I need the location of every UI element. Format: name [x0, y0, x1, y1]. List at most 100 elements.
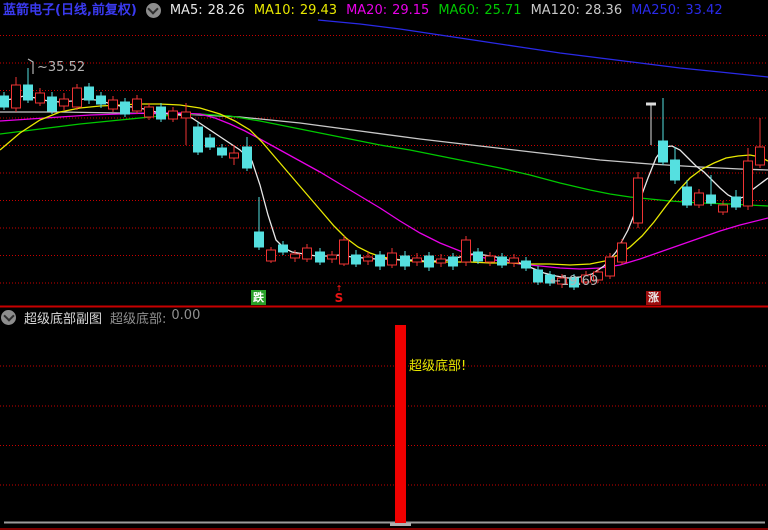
- candle-body: [108, 99, 118, 110]
- candle-body: [132, 98, 142, 112]
- ma5-value: 28.26: [207, 2, 245, 18]
- signal-bar: [395, 325, 406, 523]
- candle-body: [755, 146, 765, 166]
- ma10-legend: MA10: 29.43: [254, 1, 337, 21]
- candle-body: [59, 98, 69, 107]
- candle-body: [509, 257, 519, 264]
- candle-body: [266, 249, 276, 262]
- candle-body: [11, 84, 21, 109]
- ma-line-MA10: [0, 103, 768, 266]
- candle-body: [351, 254, 361, 265]
- candle-body: [229, 152, 239, 159]
- candle-body: [278, 244, 288, 253]
- chevron-down-icon: [147, 3, 159, 15]
- ma-line-MA250: [317, 19, 768, 78]
- candle-body: [557, 277, 567, 285]
- candle-body: [363, 256, 373, 262]
- candle-body: [290, 253, 300, 259]
- candle-body: [96, 95, 106, 105]
- ma5-label: MA5:: [169, 2, 203, 18]
- high-price-label: ~35.52: [37, 60, 86, 75]
- up-signal-badge: 涨: [646, 291, 661, 305]
- ma20-legend: MA20: 29.15: [346, 1, 429, 21]
- candle-body: [485, 255, 495, 263]
- candle-body: [731, 196, 741, 208]
- ma5-legend: MA5: 28.26: [170, 1, 245, 21]
- ma20-value: 29.15: [392, 2, 430, 18]
- candle-body: [658, 140, 668, 163]
- candle-body: [718, 204, 728, 213]
- ma60-label: MA60:: [438, 2, 480, 18]
- candle-body: [400, 255, 410, 267]
- candle-body: [327, 254, 337, 260]
- ma60-value: 25.71: [484, 2, 522, 18]
- candle-body: [205, 137, 215, 148]
- candle-body: [633, 177, 643, 224]
- ma10-value: 29.43: [299, 2, 338, 18]
- candle-body: [412, 257, 422, 263]
- chevron-down-icon: [2, 310, 15, 322]
- candle-body: [47, 96, 57, 112]
- indicator-value: 0.00: [171, 308, 201, 323]
- down-signal-badge: 跌: [251, 290, 266, 305]
- candle-body: [302, 247, 312, 260]
- ma120-legend: MA120: 28.36: [531, 1, 623, 21]
- candle-body: [670, 159, 680, 181]
- ma250-label: MA250:: [631, 2, 681, 18]
- chart-header: 蓝箭电子(日线,前复权) MA5: 28.26 MA10: 29.43 MA20…: [0, 0, 768, 21]
- candle-body: [0, 95, 9, 108]
- ma120-value: 28.36: [584, 2, 623, 18]
- candle-body: [569, 277, 579, 288]
- up-arrow-icon: ↑: [335, 284, 343, 293]
- ma250-value: 33.42: [685, 2, 723, 18]
- ma120-label: MA120:: [530, 2, 580, 18]
- candle-body: [581, 274, 591, 283]
- candle-body: [193, 126, 203, 153]
- candle-body: [156, 106, 166, 120]
- sell-letter: S: [334, 291, 344, 305]
- candle-body: [497, 256, 507, 266]
- candle-body: [682, 186, 692, 206]
- candle-body: [593, 271, 603, 281]
- ma-line-MA5: [0, 95, 768, 279]
- price-annotation-high: ~35.52: [26, 58, 85, 75]
- candle-body: [694, 192, 704, 206]
- stock-title: 蓝箭电子(日线,前复权): [3, 2, 137, 18]
- candle-body: [181, 111, 191, 119]
- candle-body: [120, 101, 130, 115]
- hook-arrow-icon: [27, 58, 34, 74]
- candle-body: [545, 274, 555, 284]
- collapse-main-chart-button[interactable]: [145, 3, 161, 18]
- candle-body: [242, 146, 252, 169]
- low-price-label: ←19.69: [550, 274, 599, 289]
- candle-body: [617, 242, 627, 263]
- candle-body: [706, 194, 716, 204]
- sub-chart-header: 超级底部副图 超级底部: 0.00: [1, 308, 200, 327]
- candle-body: [35, 92, 45, 104]
- candle-body: [387, 252, 397, 266]
- candle-body: [23, 84, 33, 101]
- candle-body: [217, 147, 227, 156]
- sub-chart-indicator: 超级底部: 0.00: [110, 308, 200, 327]
- candle-body: [375, 254, 385, 267]
- ma-line-MA60: [0, 113, 768, 207]
- candle-body: [605, 256, 615, 277]
- indicator-label: 超级底部:: [110, 312, 167, 327]
- candle-body: [168, 110, 178, 120]
- candle-body: [315, 251, 325, 263]
- candle-body: [743, 160, 753, 207]
- candle-body: [436, 258, 446, 264]
- candle-body: [424, 255, 434, 268]
- candle-body: [144, 106, 154, 118]
- ma60-legend: MA60: 25.71: [438, 1, 521, 21]
- sell-signal-marker: ↑ S: [332, 284, 346, 305]
- candle-body: [254, 231, 264, 248]
- candle-body: [646, 102, 656, 106]
- collapse-sub-chart-button[interactable]: [1, 310, 16, 325]
- zero-line-tick: [390, 523, 411, 526]
- ma250-legend: MA250: 33.42: [631, 1, 723, 21]
- candle-body: [461, 239, 471, 263]
- candle-body: [84, 86, 94, 101]
